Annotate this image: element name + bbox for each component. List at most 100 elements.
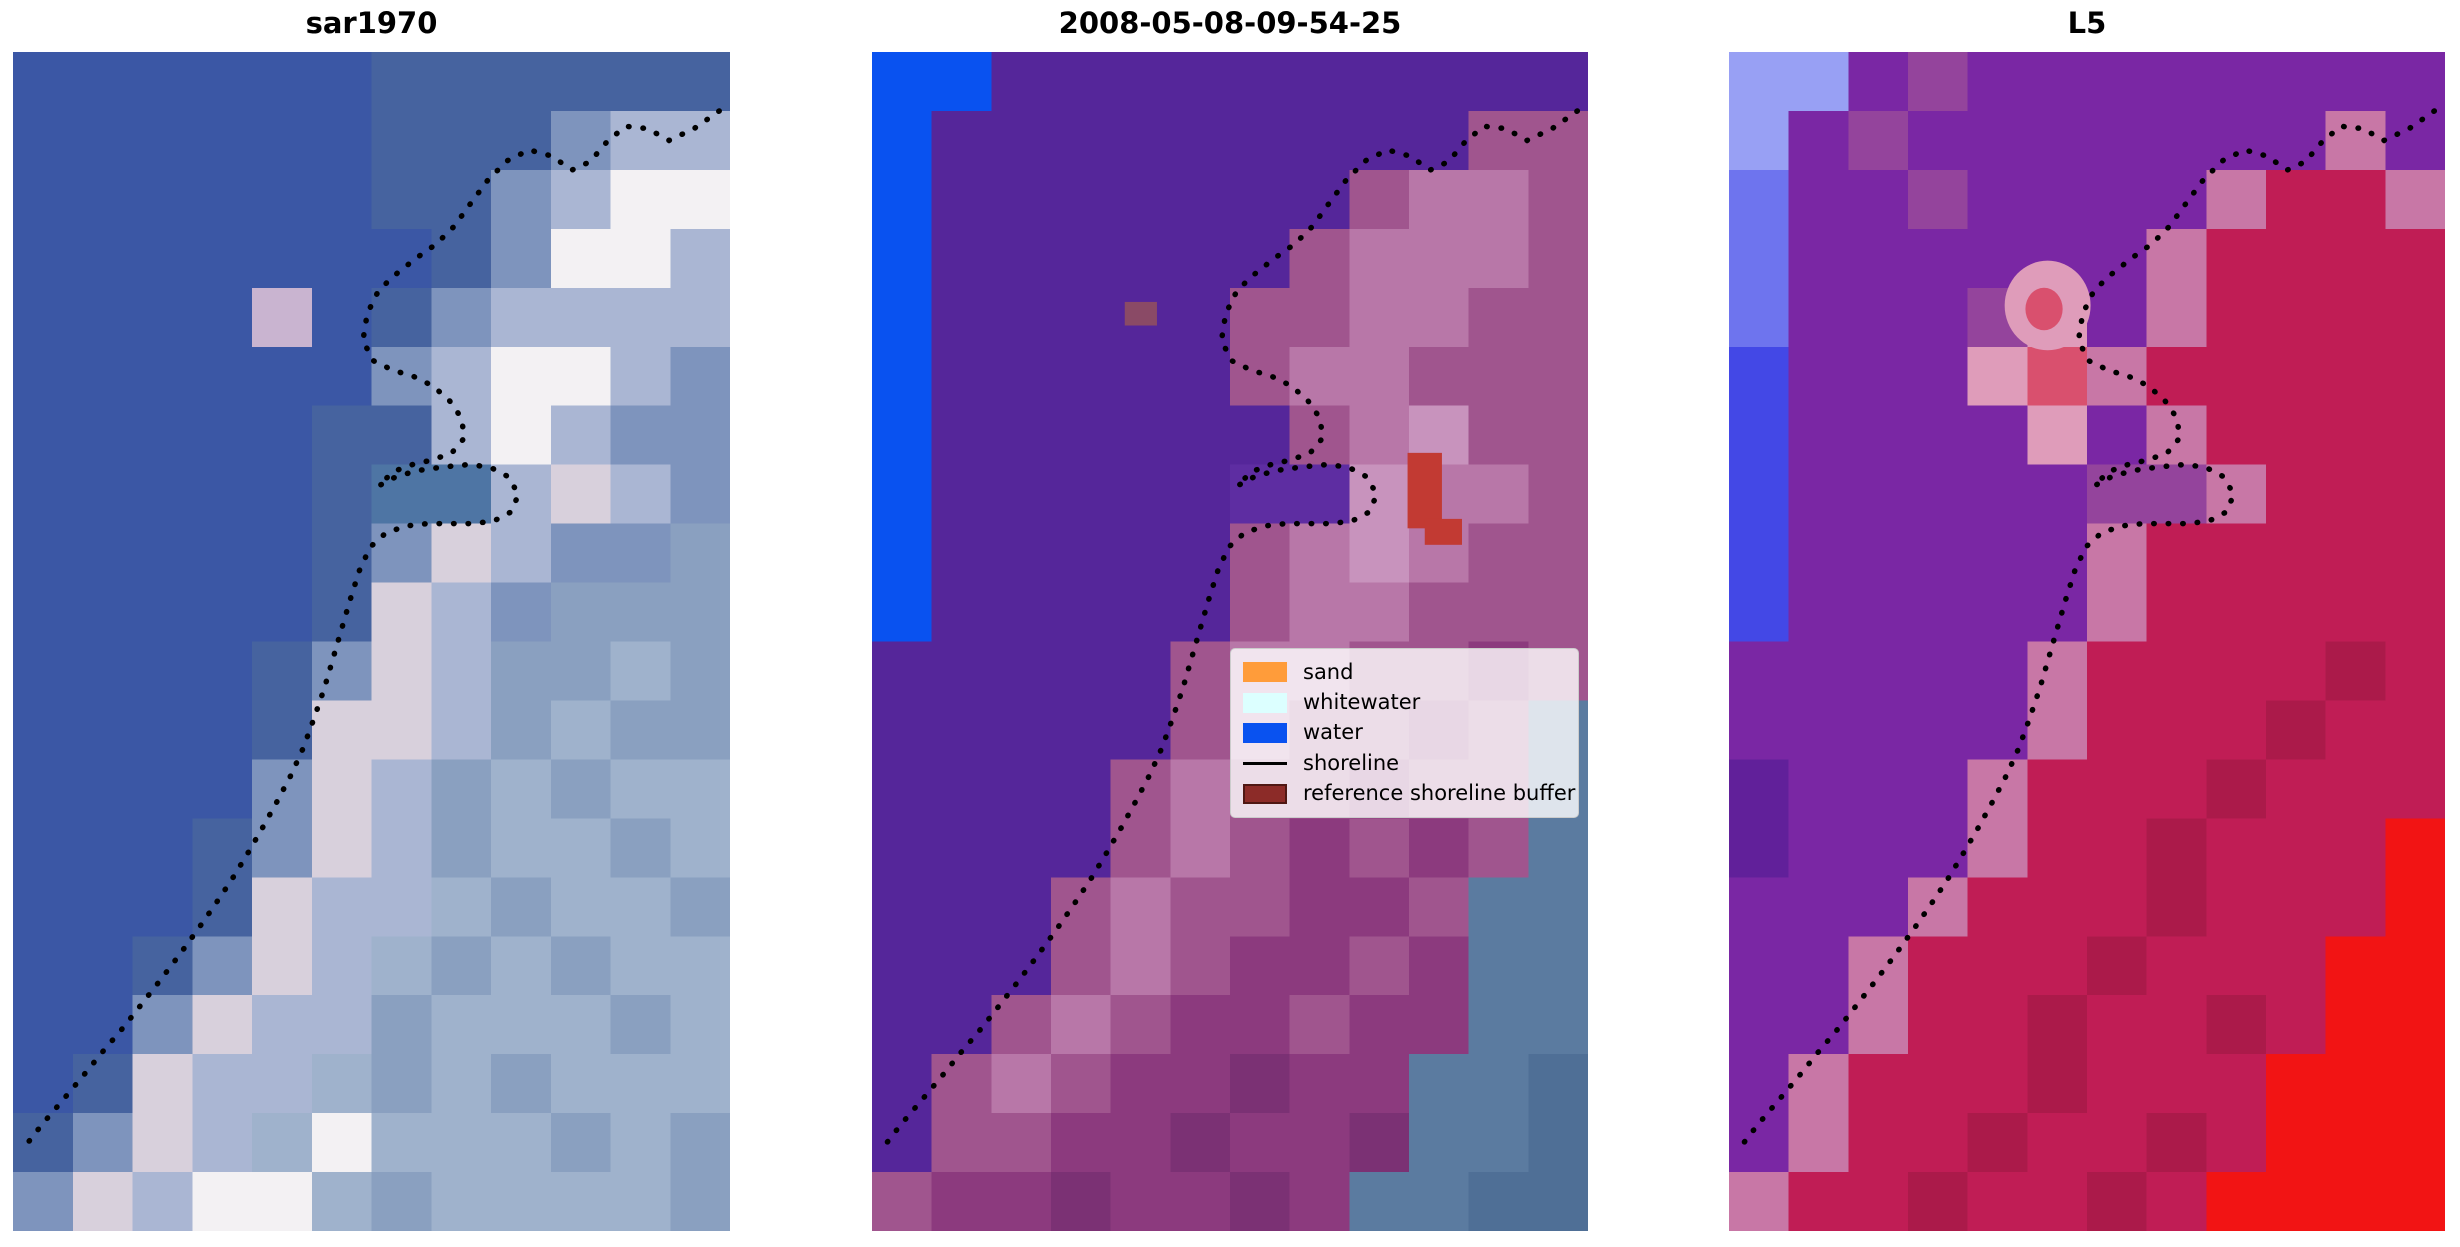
raster-cell: [1349, 936, 1410, 996]
raster-cell: [2027, 1054, 2088, 1114]
feature-pink-spot-inner: [2025, 287, 2063, 331]
raster-cell: [2206, 110, 2267, 171]
raster-cell: [252, 287, 313, 348]
raster-cell: [991, 995, 1052, 1055]
raster-cell: [431, 523, 492, 584]
raster-cell: [1110, 1113, 1172, 1173]
raster-cell: [2206, 523, 2267, 584]
raster-cell: [371, 877, 433, 938]
raster-cell: [1409, 1054, 1470, 1114]
raster-cell: [610, 1054, 672, 1114]
raster-cell: [1409, 228, 1470, 289]
raster-cell: [431, 818, 492, 879]
raster-cell: [2206, 582, 2267, 643]
raster-cell: [13, 1113, 74, 1173]
raster-cell: [2087, 582, 2148, 643]
raster-cell: [1848, 641, 1909, 702]
raster-cell: [2087, 346, 2148, 407]
raster-cell: [931, 936, 993, 996]
raster-cell: [1788, 346, 1850, 407]
raster-cell: [1289, 464, 1351, 525]
raster-cell: [1848, 700, 1909, 761]
raster-cell: [431, 759, 492, 820]
raster-cell: [670, 169, 730, 230]
raster-cell: [2266, 877, 2327, 938]
raster-cell: [991, 110, 1052, 171]
raster-cell: [1170, 818, 1231, 879]
raster-cell: [1967, 523, 2029, 584]
raster-cell: [1468, 405, 1530, 466]
raster-cell: [1788, 52, 1850, 112]
raster-cell: [550, 1172, 612, 1231]
raster-cell: [1349, 1113, 1410, 1173]
raster-cell: [2087, 641, 2148, 702]
raster-cell: [872, 169, 933, 230]
raster-cell: [2206, 995, 2267, 1055]
raster-cell: [132, 1054, 194, 1114]
raster-cell: [13, 818, 74, 879]
raster-cell: [1051, 700, 1112, 761]
raster-cell: [1468, 1172, 1530, 1231]
raster-cell: [2206, 759, 2267, 820]
raster-cell: [550, 346, 612, 407]
raster-cell: [2206, 1054, 2267, 1114]
raster-cell: [1289, 1172, 1351, 1231]
raster-cell: [991, 759, 1052, 820]
raster-cell: [2325, 1172, 2387, 1231]
raster-cell: [2266, 464, 2327, 525]
raster-cell: [192, 995, 253, 1055]
raster-cell: [72, 759, 134, 820]
raster-cell: [2266, 228, 2327, 289]
raster-cell: [192, 582, 253, 643]
raster-cell: [132, 995, 194, 1055]
raster-cell: [13, 759, 74, 820]
raster-cell: [1170, 995, 1231, 1055]
legend-item-water: water: [1243, 720, 1566, 745]
raster-cell: [872, 1054, 933, 1114]
raster-cell: [132, 464, 194, 525]
raster-cell: [1788, 641, 1850, 702]
raster-cell: [931, 1172, 993, 1231]
raster-cell: [872, 877, 933, 938]
raster-cell: [1967, 877, 2029, 938]
raster-cell: [371, 52, 433, 112]
raster-cell: [72, 169, 134, 230]
raster-cell: [72, 582, 134, 643]
raster-cell: [1848, 228, 1909, 289]
raster-cell: [1230, 464, 1291, 525]
raster-cell: [1230, 346, 1291, 407]
raster-cell: [1170, 1054, 1231, 1114]
raster-cell: [311, 1054, 373, 1114]
raster-cell: [13, 110, 74, 171]
raster-cell: [252, 523, 313, 584]
raster-cell: [1468, 1054, 1530, 1114]
legend-swatch-line: [1243, 761, 1287, 765]
raster-cell: [2266, 995, 2327, 1055]
raster-cell: [1729, 287, 1790, 348]
raster-cell: [72, 346, 134, 407]
raster-cell: [2146, 1113, 2208, 1173]
raster-cell: [1848, 759, 1909, 820]
raster-cell: [2385, 52, 2445, 112]
raster-cell: [2027, 1113, 2088, 1173]
raster-cell: [1528, 287, 1588, 348]
raster-cell: [2325, 1054, 2387, 1114]
raster-cell: [2325, 759, 2387, 820]
raster-cell: [2146, 1054, 2208, 1114]
raster-cell: [1170, 405, 1231, 466]
raster-cell: [2325, 877, 2387, 938]
raster-cell: [2385, 641, 2445, 702]
raster-cell: [132, 641, 194, 702]
raster-cell: [1051, 287, 1112, 348]
raster-cell: [2266, 700, 2327, 761]
panel-title-sar1970: sar1970: [305, 6, 438, 40]
raster-cell: [431, 1113, 492, 1173]
raster-cell: [1110, 1054, 1172, 1114]
raster-cell: [1528, 1054, 1588, 1114]
raster-cell: [2266, 346, 2327, 407]
raster-cell: [550, 700, 612, 761]
raster-cell: [1908, 1054, 1969, 1114]
raster-cell: [670, 228, 730, 289]
panel-classified: 2008-05-08-09-54-25 sand whitewater water s…: [872, 6, 1588, 1231]
raster-cell: [2146, 641, 2208, 702]
